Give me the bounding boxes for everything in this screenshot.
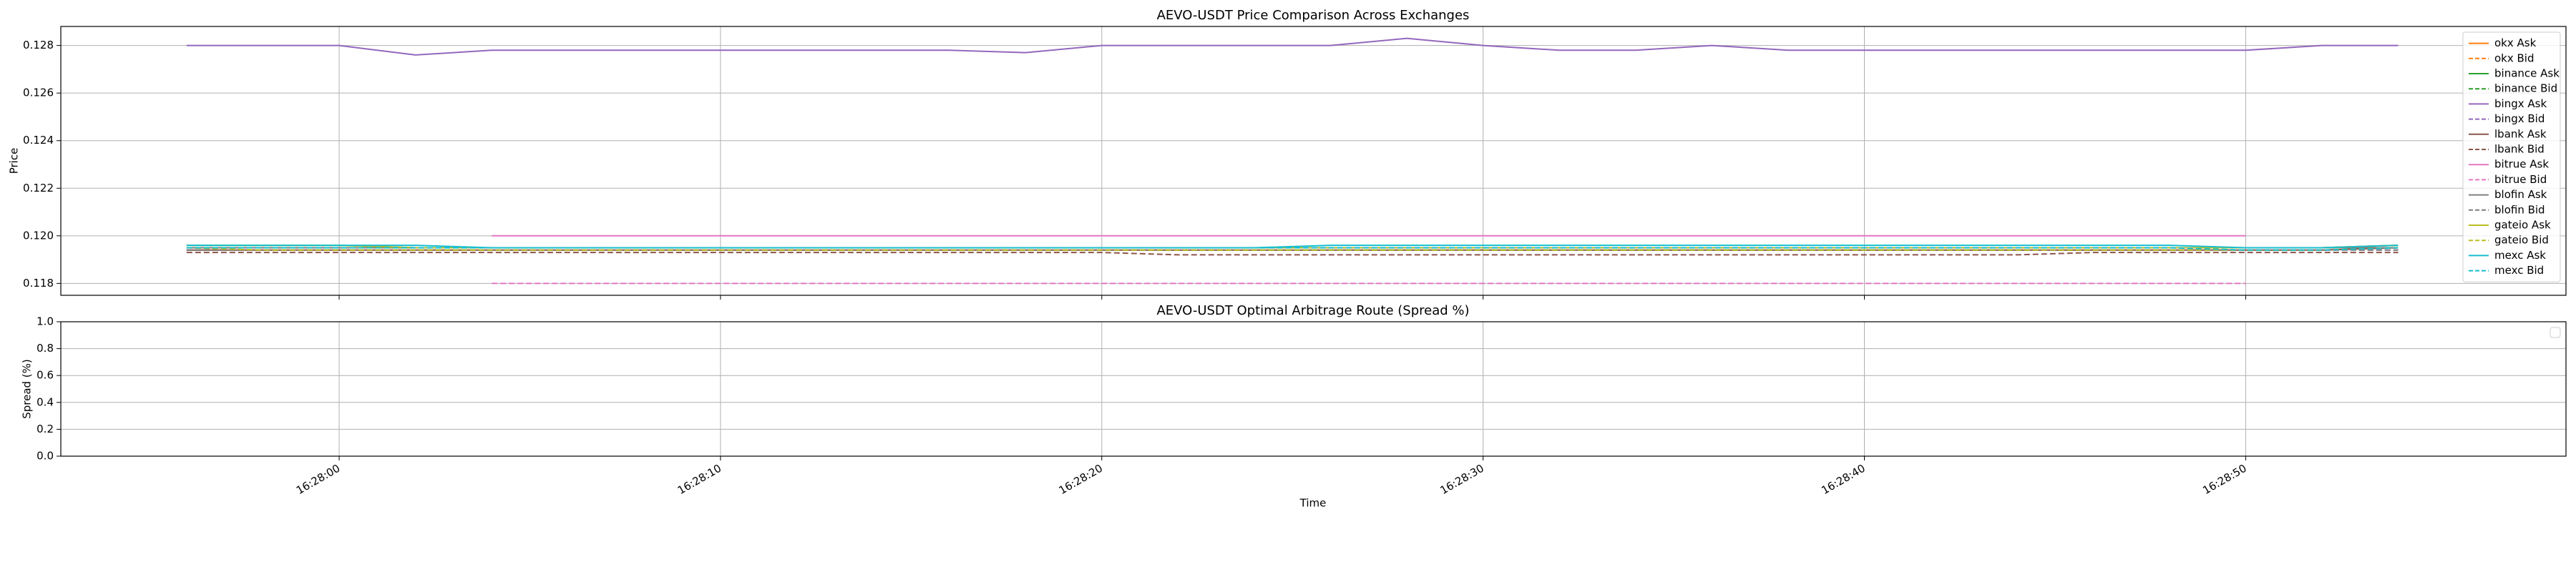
legend-label: binance Ask <box>2494 67 2560 80</box>
legend-label: mexc Bid <box>2494 264 2544 277</box>
legend-label: lbank Ask <box>2494 127 2547 140</box>
y-tick-label: 1.0 <box>36 315 54 328</box>
axes-frame <box>60 321 2567 457</box>
series-line <box>186 245 2399 249</box>
y-tick-label: 0.126 <box>23 87 54 99</box>
y-tick-label: 0.118 <box>23 277 54 290</box>
series-line <box>186 247 2399 251</box>
legend-label: binance Bid <box>2494 82 2557 95</box>
series-line <box>186 247 2399 251</box>
legend-label: bingx Bid <box>2494 112 2545 125</box>
legend-label: gateio Bid <box>2494 234 2549 247</box>
legend-label: bitrue Ask <box>2494 158 2549 171</box>
legend-label: okx Ask <box>2494 36 2537 49</box>
series-line <box>186 252 2399 256</box>
legend-label: lbank Bid <box>2494 143 2545 156</box>
y-axis-label: Spread (%) <box>21 359 34 419</box>
legend-label: blofin Bid <box>2494 203 2545 216</box>
y-tick-label: 0.124 <box>23 134 54 147</box>
x-axis-label: Time <box>1299 497 1327 510</box>
y-tick-label: 0.2 <box>36 423 54 435</box>
legend-label: gateio Ask <box>2494 219 2551 232</box>
legend-label: okx Bid <box>2494 51 2534 64</box>
y-tick-label: 0.6 <box>36 369 54 382</box>
legend-label: mexc Ask <box>2494 249 2546 262</box>
axes-frame <box>60 26 2567 296</box>
legend-box <box>2462 31 2561 282</box>
legend-box <box>2550 327 2561 338</box>
legend-label: blofin Ask <box>2494 188 2547 201</box>
y-tick-label: 0.8 <box>36 342 54 355</box>
y-axis-label: Price <box>8 148 21 174</box>
chart-title: AEVO-USDT Price Comparison Across Exchan… <box>1157 8 1470 23</box>
y-tick-label: 0.120 <box>23 229 54 242</box>
y-tick-label: 0.0 <box>36 450 54 463</box>
y-tick-label: 0.4 <box>36 395 54 408</box>
chart-title: AEVO-USDT Optimal Arbitrage Route (Sprea… <box>1156 303 1469 318</box>
legend-label: bitrue Bid <box>2494 173 2547 186</box>
series-line <box>186 37 2399 56</box>
legend-label: bingx Ask <box>2494 97 2547 110</box>
y-tick-label: 0.128 <box>23 39 54 51</box>
y-tick-label: 0.122 <box>23 182 54 194</box>
